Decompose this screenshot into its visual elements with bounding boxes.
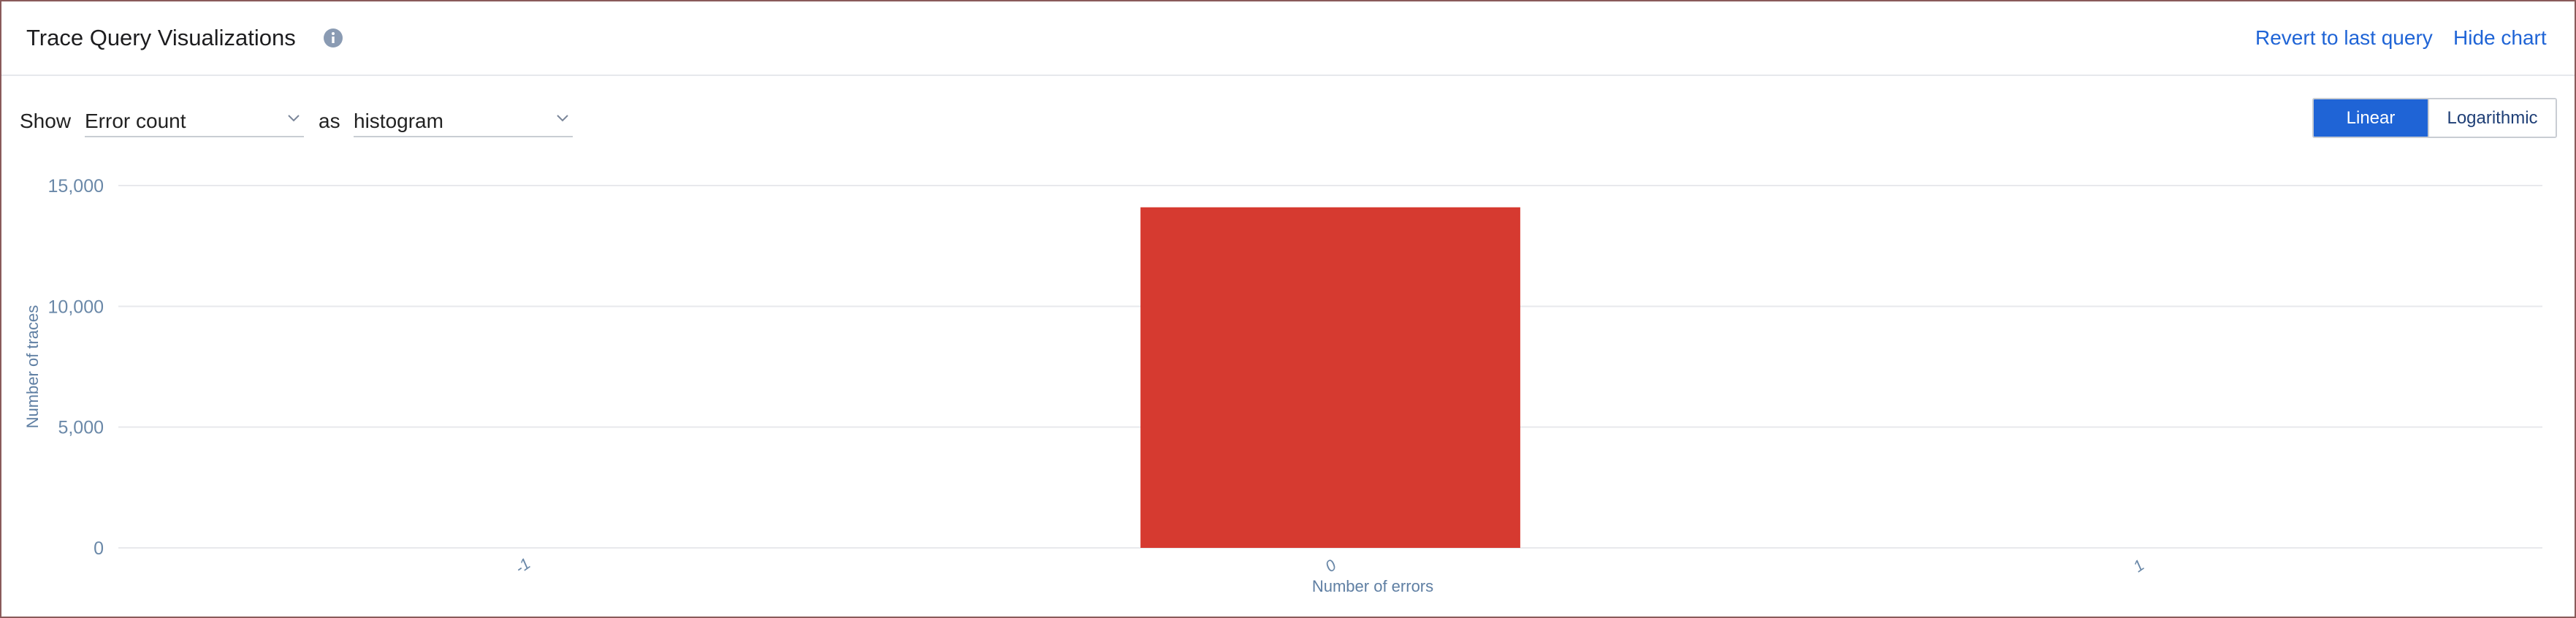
x-tick-label: 1 <box>2130 556 2147 576</box>
y-axis-title: Number of traces <box>23 305 42 429</box>
y-tick-label: 10,000 <box>48 297 104 317</box>
scale-toggle: Linear Logarithmic <box>2312 98 2557 138</box>
metric-select[interactable]: Error count <box>85 104 304 137</box>
x-tick-label: -1 <box>511 554 533 578</box>
info-icon[interactable] <box>323 28 343 48</box>
histogram-bar <box>1140 207 1520 548</box>
chevron-down-icon <box>288 115 300 122</box>
panel-header: Trace Query Visualizations Revert to las… <box>1 1 2575 76</box>
chart-type-select-value: histogram <box>354 110 443 132</box>
scale-linear-button[interactable]: Linear <box>2314 99 2428 137</box>
x-axis-title: Number of errors <box>1312 577 1433 595</box>
scale-logarithmic-button[interactable]: Logarithmic <box>2428 99 2556 137</box>
y-tick-label: 15,000 <box>48 176 104 197</box>
y-tick-label: 0 <box>94 538 104 559</box>
x-tick-label: 0 <box>1322 555 1340 576</box>
y-tick-label: 5,000 <box>58 418 104 438</box>
page-title: Trace Query Visualizations <box>26 25 296 50</box>
hide-chart-link[interactable]: Hide chart <box>2453 26 2547 49</box>
chevron-down-icon <box>557 115 568 122</box>
show-label: Show <box>20 110 72 132</box>
revert-query-link[interactable]: Revert to last query <box>2255 26 2433 49</box>
as-label: as <box>319 110 340 132</box>
chart-type-select[interactable]: histogram <box>354 104 573 137</box>
metric-select-value: Error count <box>85 110 186 132</box>
